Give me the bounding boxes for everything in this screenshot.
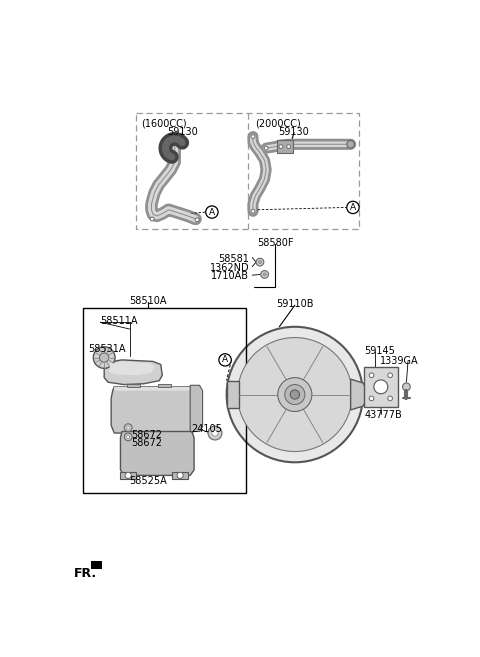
Circle shape <box>285 384 305 405</box>
Text: 58580F: 58580F <box>257 238 294 248</box>
Text: FR.: FR. <box>74 567 97 580</box>
Polygon shape <box>120 472 136 479</box>
Polygon shape <box>104 360 162 384</box>
Bar <box>277 141 292 153</box>
Circle shape <box>251 135 255 139</box>
Circle shape <box>347 141 355 148</box>
Text: 59130: 59130 <box>279 127 310 137</box>
Circle shape <box>124 424 132 432</box>
Polygon shape <box>91 561 102 570</box>
Polygon shape <box>227 380 239 409</box>
Circle shape <box>238 338 352 451</box>
Circle shape <box>263 273 266 276</box>
Polygon shape <box>111 387 198 433</box>
Circle shape <box>261 271 268 279</box>
Circle shape <box>177 472 183 478</box>
Text: 58525A: 58525A <box>129 476 167 486</box>
Circle shape <box>124 433 132 441</box>
Circle shape <box>403 383 410 391</box>
Circle shape <box>258 261 262 263</box>
Circle shape <box>219 353 231 366</box>
Circle shape <box>388 396 393 401</box>
Polygon shape <box>158 384 171 387</box>
Circle shape <box>99 353 109 362</box>
Circle shape <box>388 373 393 378</box>
Circle shape <box>227 327 363 463</box>
Circle shape <box>195 218 199 221</box>
Text: 59130: 59130 <box>167 127 198 137</box>
Circle shape <box>251 210 255 214</box>
Circle shape <box>369 373 374 378</box>
Text: (2000CC): (2000CC) <box>255 119 301 129</box>
Bar <box>364 367 398 407</box>
Circle shape <box>290 390 300 399</box>
Text: 58672: 58672 <box>132 430 162 440</box>
Bar <box>136 114 359 229</box>
Text: 1362ND: 1362ND <box>209 263 249 273</box>
Circle shape <box>256 258 264 266</box>
Text: A: A <box>222 355 228 365</box>
Polygon shape <box>190 385 203 432</box>
Text: 58531A: 58531A <box>89 344 126 355</box>
Circle shape <box>212 430 218 436</box>
Circle shape <box>206 206 218 218</box>
Circle shape <box>127 426 130 429</box>
Text: 24105: 24105 <box>192 424 223 434</box>
Text: (1600CC): (1600CC) <box>142 119 187 129</box>
Circle shape <box>93 347 115 369</box>
Text: 58672: 58672 <box>132 438 162 449</box>
Circle shape <box>208 426 222 440</box>
Text: 58510A: 58510A <box>129 296 167 306</box>
Circle shape <box>278 378 312 411</box>
Text: 59145: 59145 <box>365 346 396 356</box>
Polygon shape <box>350 379 366 410</box>
Polygon shape <box>172 472 188 479</box>
Polygon shape <box>109 361 155 375</box>
Circle shape <box>287 145 290 148</box>
Text: 43777B: 43777B <box>365 410 402 420</box>
Text: A: A <box>350 203 356 212</box>
Text: 59110B: 59110B <box>276 299 313 309</box>
Bar <box>83 308 246 493</box>
Polygon shape <box>127 384 140 387</box>
Circle shape <box>279 145 283 148</box>
Circle shape <box>127 436 130 438</box>
Text: 1339GA: 1339GA <box>380 356 419 366</box>
Circle shape <box>347 201 359 214</box>
Text: 1710AB: 1710AB <box>211 271 249 281</box>
Circle shape <box>150 217 154 221</box>
Circle shape <box>125 472 132 478</box>
Circle shape <box>369 396 374 401</box>
Circle shape <box>374 380 388 394</box>
Text: 58581: 58581 <box>218 254 249 264</box>
Text: 58511A: 58511A <box>100 316 138 326</box>
Polygon shape <box>114 387 193 391</box>
Polygon shape <box>120 432 194 476</box>
Circle shape <box>264 147 268 150</box>
Text: A: A <box>209 208 215 217</box>
